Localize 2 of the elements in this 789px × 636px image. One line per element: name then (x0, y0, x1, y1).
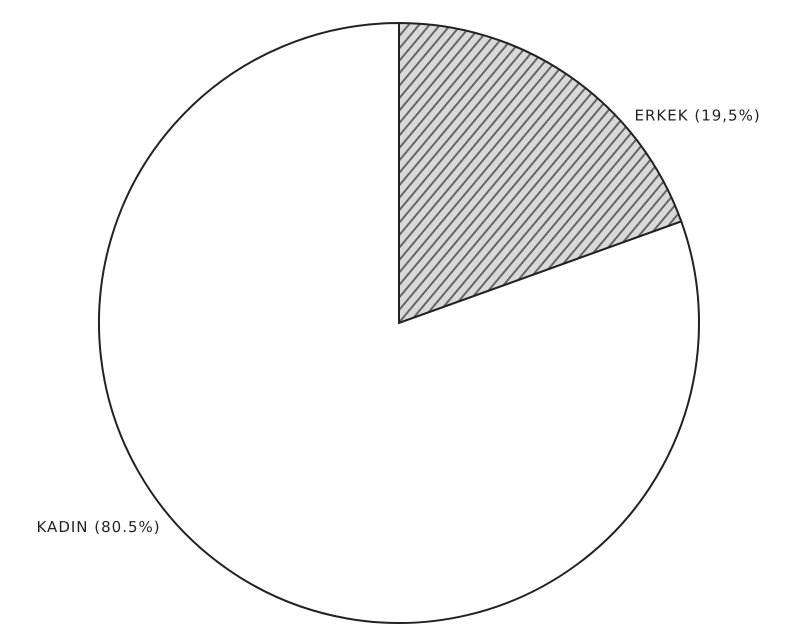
slice-label: ERKEK (19,5%) (634, 106, 761, 124)
slice-label: KADIN (80.5%) (36, 518, 161, 536)
